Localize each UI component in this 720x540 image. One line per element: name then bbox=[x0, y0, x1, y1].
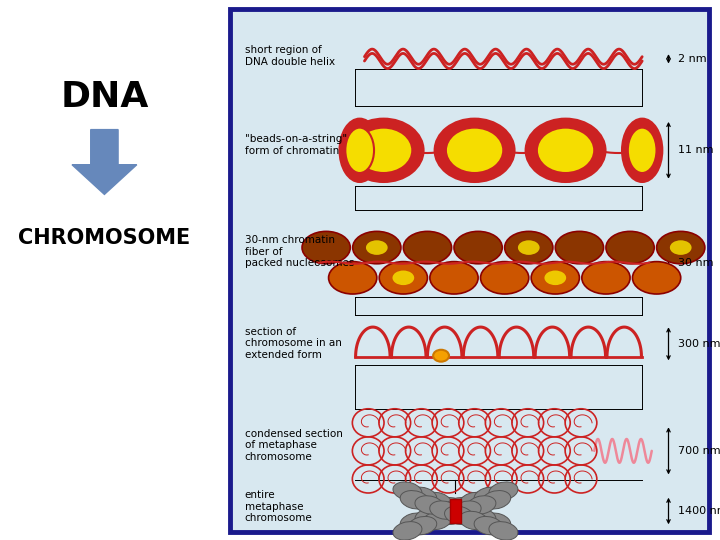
Ellipse shape bbox=[346, 127, 374, 173]
Text: 2 nm: 2 nm bbox=[678, 54, 707, 64]
Ellipse shape bbox=[437, 497, 467, 516]
Ellipse shape bbox=[302, 231, 351, 264]
Text: 1400 nm: 1400 nm bbox=[678, 506, 720, 516]
Ellipse shape bbox=[423, 511, 451, 530]
Text: section of
chromosome in an
extended form: section of chromosome in an extended for… bbox=[245, 327, 341, 360]
Ellipse shape bbox=[628, 127, 657, 173]
Ellipse shape bbox=[379, 261, 428, 294]
Ellipse shape bbox=[400, 513, 429, 531]
Text: 30-nm chromatin
fiber of
packed nucleosomes: 30-nm chromatin fiber of packed nucleoso… bbox=[245, 235, 354, 268]
Ellipse shape bbox=[430, 503, 459, 521]
Ellipse shape bbox=[366, 240, 387, 255]
Ellipse shape bbox=[340, 119, 379, 181]
Ellipse shape bbox=[454, 231, 503, 264]
Ellipse shape bbox=[482, 490, 510, 509]
Ellipse shape bbox=[531, 261, 580, 294]
Ellipse shape bbox=[474, 516, 503, 535]
Ellipse shape bbox=[606, 231, 654, 264]
Ellipse shape bbox=[408, 516, 437, 535]
Ellipse shape bbox=[518, 240, 539, 255]
Ellipse shape bbox=[408, 487, 437, 505]
Ellipse shape bbox=[632, 261, 680, 294]
Text: "beads-on-a-string"
form of chromatin: "beads-on-a-string" form of chromatin bbox=[245, 134, 347, 156]
Ellipse shape bbox=[489, 522, 518, 540]
Ellipse shape bbox=[435, 119, 514, 181]
Ellipse shape bbox=[353, 231, 401, 264]
Ellipse shape bbox=[459, 511, 488, 530]
Ellipse shape bbox=[670, 240, 692, 255]
Ellipse shape bbox=[430, 261, 478, 294]
Ellipse shape bbox=[393, 522, 422, 540]
Ellipse shape bbox=[482, 513, 510, 531]
Ellipse shape bbox=[446, 127, 503, 173]
Ellipse shape bbox=[433, 350, 449, 362]
Ellipse shape bbox=[437, 506, 467, 524]
Ellipse shape bbox=[657, 231, 705, 264]
Ellipse shape bbox=[505, 231, 553, 264]
Text: DNA: DNA bbox=[60, 80, 148, 114]
Ellipse shape bbox=[467, 496, 496, 514]
Ellipse shape bbox=[544, 271, 566, 285]
Ellipse shape bbox=[459, 492, 488, 511]
Ellipse shape bbox=[393, 482, 422, 501]
Ellipse shape bbox=[392, 271, 414, 285]
Ellipse shape bbox=[444, 497, 474, 516]
Ellipse shape bbox=[474, 487, 503, 505]
Ellipse shape bbox=[526, 119, 605, 181]
Ellipse shape bbox=[415, 508, 444, 526]
Ellipse shape bbox=[430, 501, 459, 519]
Ellipse shape bbox=[452, 503, 481, 521]
Ellipse shape bbox=[344, 119, 423, 181]
Ellipse shape bbox=[415, 496, 444, 514]
Ellipse shape bbox=[400, 490, 429, 509]
Ellipse shape bbox=[622, 119, 662, 181]
Text: CHROMOSOME: CHROMOSOME bbox=[18, 227, 191, 248]
Ellipse shape bbox=[489, 482, 518, 501]
Text: condensed section
of metaphase
chromosome: condensed section of metaphase chromosom… bbox=[245, 429, 343, 462]
Text: 700 nm: 700 nm bbox=[678, 446, 720, 456]
Text: 11 nm: 11 nm bbox=[678, 145, 714, 156]
Ellipse shape bbox=[537, 127, 594, 173]
Ellipse shape bbox=[355, 127, 413, 173]
Ellipse shape bbox=[444, 506, 474, 524]
Bar bbox=[450, 499, 462, 523]
Text: entire
metaphase
chromosome: entire metaphase chromosome bbox=[245, 490, 312, 523]
Text: 300 nm: 300 nm bbox=[678, 339, 720, 349]
Ellipse shape bbox=[555, 231, 603, 264]
FancyArrow shape bbox=[72, 130, 137, 194]
Ellipse shape bbox=[328, 261, 377, 294]
Ellipse shape bbox=[403, 231, 451, 264]
Ellipse shape bbox=[423, 492, 451, 511]
Ellipse shape bbox=[480, 261, 528, 294]
Text: short region of
DNA double helix: short region of DNA double helix bbox=[245, 45, 335, 67]
Ellipse shape bbox=[452, 501, 481, 519]
Ellipse shape bbox=[582, 261, 630, 294]
Text: 30 nm: 30 nm bbox=[678, 258, 714, 268]
FancyBboxPatch shape bbox=[230, 9, 709, 532]
Ellipse shape bbox=[467, 508, 496, 526]
